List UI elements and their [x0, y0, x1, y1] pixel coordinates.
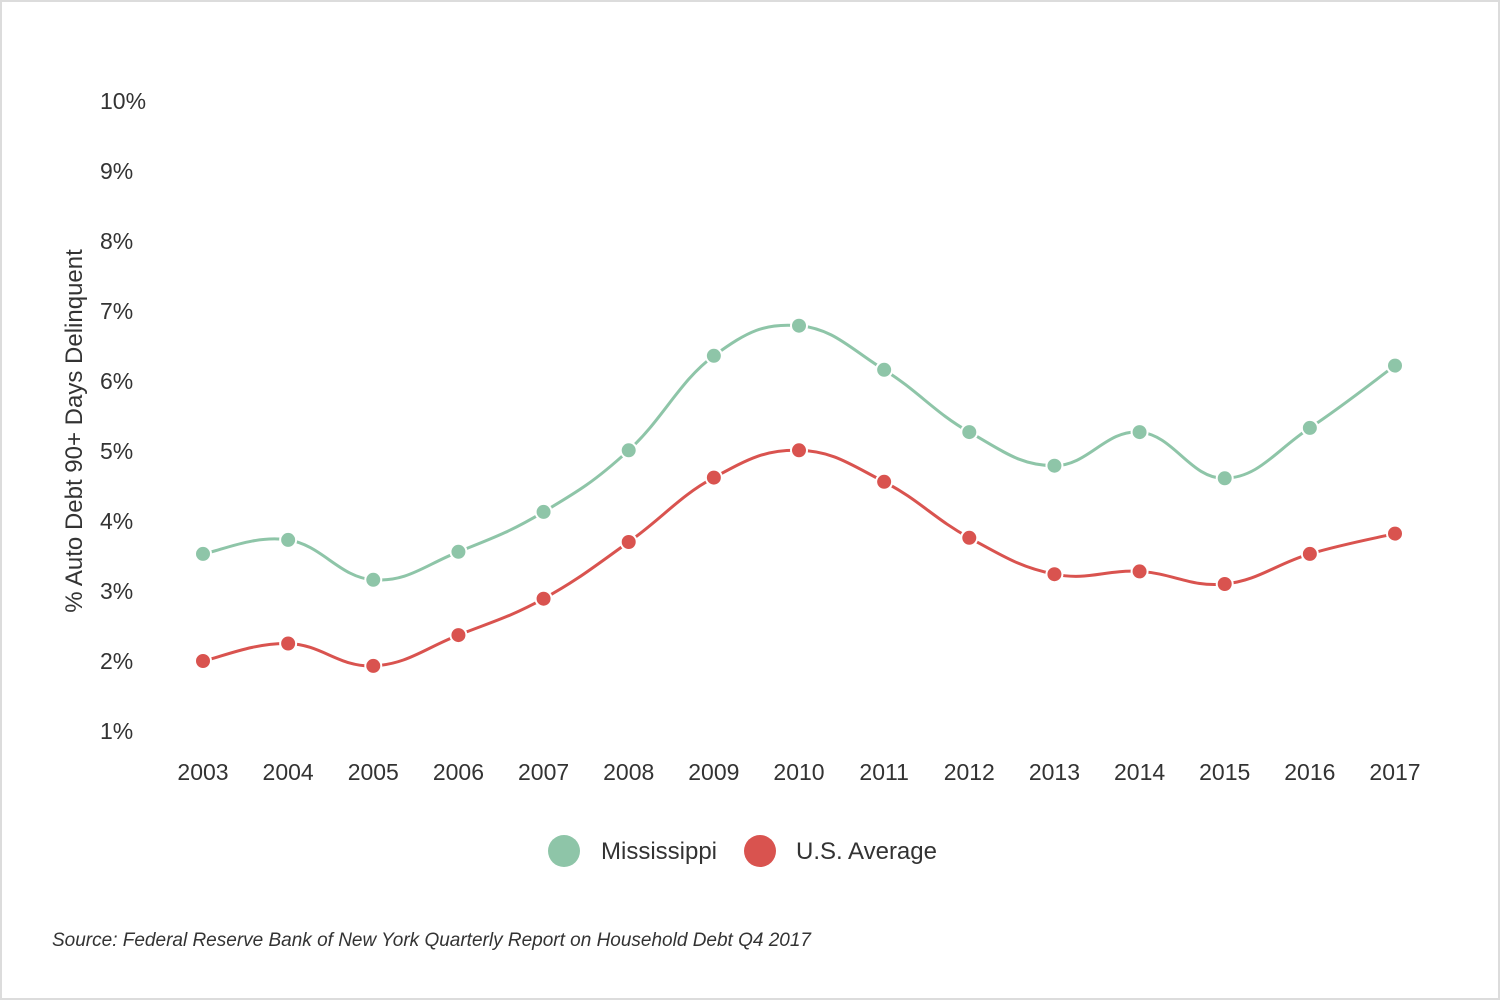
data-point — [1386, 524, 1404, 543]
data-point — [364, 656, 383, 675]
y-tick-label: 6% — [100, 368, 133, 394]
x-tick-label: 2014 — [1114, 759, 1165, 785]
data-point — [534, 502, 553, 521]
y-tick-label: 3% — [100, 578, 133, 604]
data-point — [875, 472, 894, 491]
data-point — [1045, 565, 1064, 584]
data-point — [960, 423, 979, 442]
y-axis-label: % Auto Debt 90+ Days Delinquent — [61, 249, 88, 613]
series-line-2 — [202, 448, 1396, 668]
data-point — [1386, 356, 1404, 375]
x-tick-label: 2004 — [263, 759, 314, 785]
data-point — [619, 441, 638, 460]
x-tick-label: 2015 — [1199, 759, 1250, 785]
data-point — [1130, 562, 1149, 581]
legend-marker — [744, 835, 776, 867]
data-point — [704, 468, 723, 487]
data-point — [449, 626, 468, 645]
x-tick-label: 2008 — [603, 759, 654, 785]
data-point — [619, 533, 638, 551]
y-tick-label: 10% — [100, 88, 146, 114]
data-point — [449, 542, 468, 561]
legend-marker — [548, 835, 580, 867]
x-axis-ticks: 2003 2004 2005 2006 2007 2008 2009 2010 2011 2012… — [177, 759, 1420, 785]
data-point — [279, 634, 298, 653]
legend: Mississippi U.S. Average — [548, 835, 937, 867]
x-tick-label: 2010 — [773, 759, 824, 785]
data-point — [960, 528, 979, 547]
data-point — [194, 652, 212, 670]
y-tick-label: 1% — [100, 718, 133, 744]
data-point — [1045, 456, 1064, 475]
data-point — [1300, 544, 1319, 563]
x-tick-label: 2006 — [433, 759, 484, 785]
x-tick-label: 2003 — [177, 759, 228, 785]
legend-label: U.S. Average — [796, 838, 937, 865]
y-tick-label: 5% — [100, 438, 133, 464]
series-lines — [202, 323, 1396, 668]
data-point — [790, 441, 808, 460]
data-point — [1215, 469, 1234, 488]
data-point — [1215, 575, 1234, 593]
data-point — [704, 346, 723, 365]
data-point — [790, 316, 808, 335]
x-tick-label: 2016 — [1284, 759, 1335, 785]
data-point — [1300, 418, 1319, 437]
x-tick-label: 2007 — [518, 759, 569, 785]
data-point — [194, 544, 212, 563]
data-point — [279, 530, 298, 549]
x-tick-label: 2011 — [859, 759, 908, 785]
series-points — [194, 316, 1404, 675]
y-tick-label: 2% — [100, 648, 133, 674]
data-point — [1130, 423, 1149, 442]
x-tick-label: 2013 — [1029, 759, 1080, 785]
y-tick-label: 7% — [100, 298, 133, 324]
y-tick-label: 4% — [100, 508, 133, 534]
data-point — [364, 570, 383, 589]
x-tick-label: 2012 — [944, 759, 995, 785]
x-tick-label: 2005 — [348, 759, 399, 785]
legend-label: Mississippi — [601, 838, 717, 865]
y-tick-label: 9% — [100, 158, 133, 184]
x-tick-label: 2009 — [688, 759, 739, 785]
data-point — [534, 589, 553, 608]
data-point — [875, 360, 894, 379]
y-tick-label: 8% — [100, 228, 133, 254]
x-tick-label: 2017 — [1369, 759, 1420, 785]
source-note: Source: Federal Reserve Bank of New York… — [52, 930, 811, 951]
y-axis-ticks: 1% 2% 3% 4% 5% 6% 7% 8% 9% 10% — [100, 88, 146, 744]
